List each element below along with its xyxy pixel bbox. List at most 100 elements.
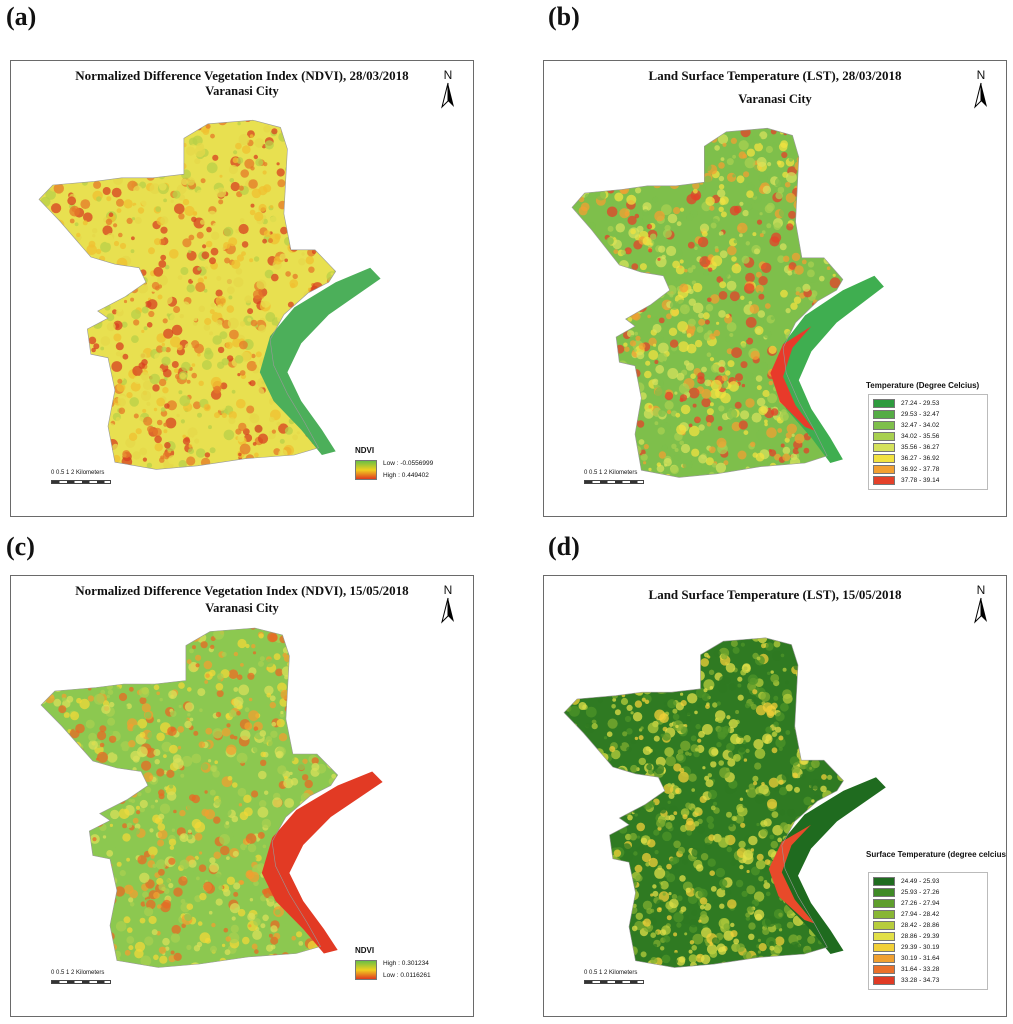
legend-label: 27.24 - 29.53 <box>901 399 940 407</box>
river-bank-hot-zone <box>770 326 815 431</box>
legend-label: 36.27 - 36.92 <box>901 454 940 462</box>
north-arrow-icon: N <box>437 584 459 626</box>
scale-bar-graphic <box>584 480 644 484</box>
scale-bar-graphic <box>584 980 644 984</box>
legend-row: 32.47 - 34.02 <box>873 420 939 430</box>
map-title: Land Surface Temperature (LST), 15/05/20… <box>648 587 902 602</box>
map-panel-a: Normalized Difference Vegetation Index (… <box>10 60 474 517</box>
legend-label: 27.94 - 28.42 <box>901 910 940 918</box>
ndvi-map-may <box>40 627 383 968</box>
legend-row: 29.39 - 30.19 <box>873 942 939 952</box>
map-panel-c: Normalized Difference Vegetation Index (… <box>10 575 474 1017</box>
scale-bar-labels: 0 0.5 1 2 Kilometers <box>51 470 105 476</box>
legend-label: 25.93 - 27.26 <box>901 888 940 896</box>
legend-label: 34.02 - 35.56 <box>901 432 940 440</box>
lst-map-march <box>571 127 884 478</box>
legend-label: 36.92 - 37.78 <box>901 465 940 473</box>
legend-box: 27.24 - 29.53 29.53 - 32.47 32.47 - 34.02 3… <box>868 394 988 490</box>
legend-label: 32.47 - 34.02 <box>901 421 940 429</box>
legend-box: 24.49 - 25.93 25.93 - 27.26 27.26 - 27.94 2… <box>868 872 988 990</box>
map-panel-d: Land Surface Temperature (LST), 15/05/20… <box>543 575 1007 1017</box>
legend-top-label: Low : -0.0556999 <box>383 460 434 467</box>
legend-bottom-label: High : 0.449402 <box>383 472 429 479</box>
legend-label: 30.19 - 31.64 <box>901 954 940 962</box>
scale-bar-labels: 0 0.5 1 2 Kilometers <box>584 970 638 976</box>
legend-label: 28.86 - 29.39 <box>901 932 940 940</box>
scale-bar-labels: 0 0.5 1 2 Kilometers <box>584 470 638 476</box>
north-label: N <box>443 68 453 82</box>
legend-label: 37.78 - 39.14 <box>901 476 940 484</box>
legend-swatch <box>873 876 895 886</box>
legend-swatch <box>873 931 895 941</box>
legend-label: 24.49 - 25.93 <box>901 877 940 885</box>
map-subtitle: Varanasi City <box>205 84 279 98</box>
map-subtitle: Varanasi City <box>738 92 812 106</box>
legend-label: 29.53 - 32.47 <box>901 410 940 418</box>
panel-d-letter: (d) <box>548 532 580 561</box>
legend-swatch <box>873 409 895 419</box>
legend-row: 27.26 - 27.94 <box>873 898 939 908</box>
legend-row: 30.19 - 31.64 <box>873 953 939 963</box>
panel-b-letter: (b) <box>548 2 580 31</box>
legend-row: 29.53 - 32.47 <box>873 409 939 419</box>
legend-title: Temperature (Degree Celcius) <box>866 381 980 390</box>
map-panel-b: Land Surface Temperature (LST), 28/03/20… <box>543 60 1007 517</box>
legend-swatch <box>873 898 895 908</box>
lst-map-may <box>563 637 886 968</box>
legend-row: 37.78 - 39.14 <box>873 475 939 485</box>
north-label: N <box>976 68 986 82</box>
legend-row: 31.64 - 33.28 <box>873 964 939 974</box>
legend-swatch <box>873 442 895 452</box>
legend-swatch <box>873 453 895 463</box>
legend-swatch <box>873 975 895 985</box>
legend-row: 35.56 - 36.27 <box>873 442 939 452</box>
legend-title: Surface Temperature (degree celcius) <box>866 850 1007 859</box>
legend-bottom-label: Low : 0.0116261 <box>383 972 431 979</box>
legend-row: 24.49 - 25.93 <box>873 876 939 886</box>
river-bank-hot-zone <box>768 824 815 924</box>
legend-row: 27.94 - 28.42 <box>873 909 939 919</box>
legend-swatch <box>873 953 895 963</box>
legend-label: 27.26 - 27.94 <box>901 899 940 907</box>
legend-label: 29.39 - 30.19 <box>901 943 940 951</box>
legend-swatch <box>873 475 895 485</box>
legend-label: 35.56 - 36.27 <box>901 443 940 451</box>
ganga-river <box>259 267 381 455</box>
ndvi-gradient-swatch <box>355 460 377 480</box>
legend-title: NDVI <box>355 446 375 455</box>
map-title: Normalized Difference Vegetation Index (… <box>75 583 409 598</box>
legend-title: NDVI <box>355 946 375 955</box>
legend-swatch <box>873 920 895 930</box>
legend-swatch <box>873 887 895 897</box>
scale-bar-graphic <box>51 480 111 484</box>
panel-a-letter: (a) <box>6 2 37 31</box>
ndvi-gradient-swatch <box>355 960 377 980</box>
north-label: N <box>443 583 453 597</box>
legend-swatch <box>873 964 895 974</box>
map-title: Normalized Difference Vegetation Index (… <box>75 68 409 83</box>
ndvi-map-march <box>38 119 381 470</box>
legend-label: 33.28 - 34.73 <box>901 976 940 984</box>
scale-bar-graphic <box>51 980 111 984</box>
legend-row: 28.86 - 29.39 <box>873 931 939 941</box>
panel-c-letter: (c) <box>6 532 35 561</box>
scale-bar-labels: 0 0.5 1 2 Kilometers <box>51 970 105 976</box>
north-label: N <box>976 583 986 597</box>
legend-row: 25.93 - 27.26 <box>873 887 939 897</box>
legend-swatch <box>873 942 895 952</box>
map-title: Land Surface Temperature (LST), 28/03/20… <box>648 68 902 83</box>
legend-row: 34.02 - 35.56 <box>873 431 939 441</box>
north-arrow-icon: N <box>437 69 459 111</box>
legend-row: 33.28 - 34.73 <box>873 975 939 985</box>
legend-top-label: High : 0.301234 <box>383 960 429 967</box>
legend-row: 36.92 - 37.78 <box>873 464 939 474</box>
north-arrow-icon: N <box>970 584 992 626</box>
legend-swatch <box>873 431 895 441</box>
legend-label: 28.42 - 28.86 <box>901 921 940 929</box>
legend-label: 31.64 - 33.28 <box>901 965 940 973</box>
north-arrow-icon: N <box>970 69 992 111</box>
legend-row: 27.24 - 29.53 <box>873 398 939 408</box>
legend-swatch <box>873 464 895 474</box>
ganga-river <box>261 771 383 954</box>
legend-swatch <box>873 420 895 430</box>
